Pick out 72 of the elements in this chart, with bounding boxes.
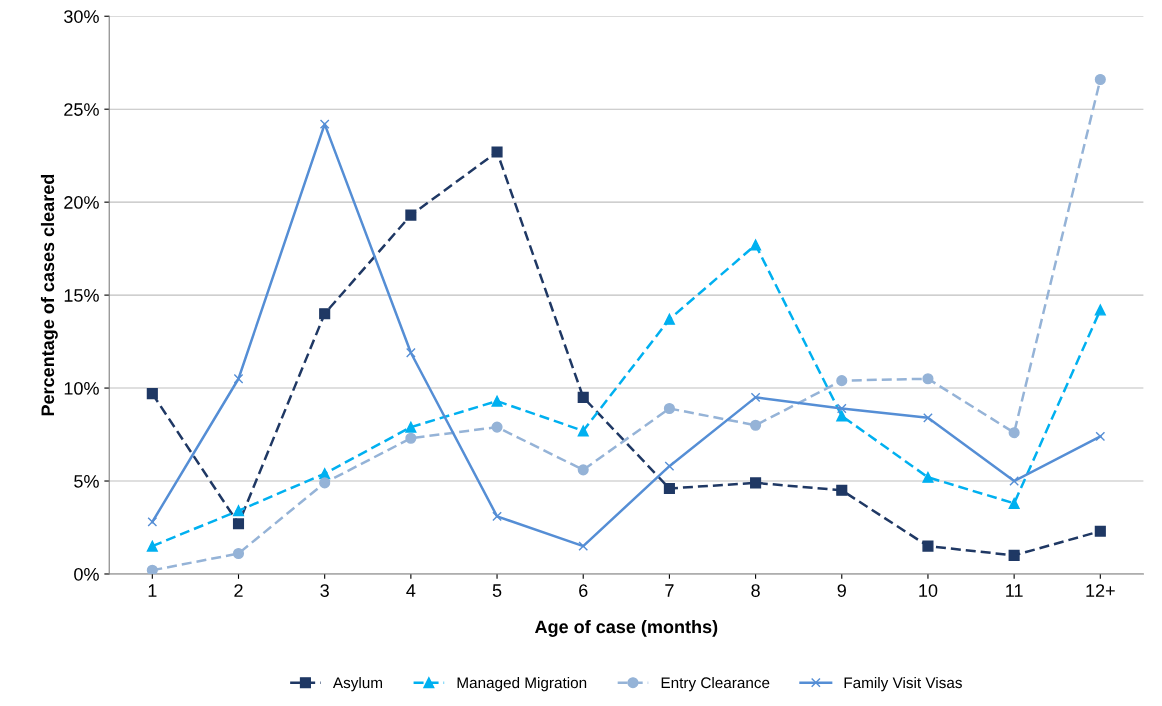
point bbox=[1008, 497, 1020, 509]
point bbox=[577, 464, 589, 476]
y-tick-label: 30% bbox=[64, 10, 99, 23]
point bbox=[146, 564, 158, 574]
point bbox=[922, 471, 934, 483]
point bbox=[1094, 525, 1106, 537]
x-tick-label: 10 bbox=[919, 584, 938, 597]
point bbox=[836, 403, 847, 414]
point bbox=[663, 313, 675, 325]
point bbox=[491, 421, 503, 433]
point bbox=[232, 547, 245, 560]
point bbox=[406, 347, 416, 358]
legend-label: Asylum bbox=[332, 676, 383, 692]
point bbox=[663, 482, 675, 495]
x-tick-label: 11 bbox=[1006, 584, 1023, 597]
point bbox=[577, 425, 589, 437]
point bbox=[1008, 427, 1020, 439]
y-axis-title: Percentage of cases cleared bbox=[40, 174, 58, 416]
y-tick-label: 10% bbox=[64, 382, 99, 395]
y-tick-label: 25% bbox=[64, 103, 99, 116]
point bbox=[491, 146, 503, 158]
point bbox=[1008, 549, 1020, 561]
y-tick-label: 15% bbox=[64, 289, 99, 302]
point bbox=[664, 461, 675, 472]
y-tick-label: 5% bbox=[74, 475, 99, 488]
x-tick-label: 9 bbox=[837, 584, 846, 597]
legend-label: Family Visit Visas bbox=[844, 676, 962, 692]
y-tick-label: 20% bbox=[64, 196, 99, 209]
point bbox=[146, 388, 158, 400]
point bbox=[750, 392, 761, 403]
point bbox=[319, 477, 331, 489]
point bbox=[923, 412, 933, 423]
point bbox=[146, 540, 158, 552]
point bbox=[922, 373, 934, 385]
point bbox=[750, 239, 762, 251]
point bbox=[1094, 304, 1106, 316]
x-tick-label: 7 bbox=[665, 584, 674, 597]
point bbox=[750, 419, 762, 431]
point bbox=[491, 395, 503, 407]
point bbox=[836, 375, 848, 387]
point bbox=[577, 391, 589, 403]
x-tick-label: 2 bbox=[234, 584, 243, 597]
x-tick-label: 8 bbox=[751, 584, 760, 597]
point bbox=[1095, 431, 1106, 442]
point bbox=[405, 421, 417, 433]
x-tick-label: 4 bbox=[406, 584, 416, 597]
x-tick-label: 3 bbox=[320, 584, 329, 597]
point bbox=[492, 511, 502, 522]
point bbox=[232, 518, 245, 530]
point bbox=[836, 410, 848, 422]
x-axis-title: Age of case (months) bbox=[534, 619, 718, 637]
point bbox=[147, 517, 158, 527]
point bbox=[319, 308, 331, 320]
point bbox=[232, 505, 245, 517]
x-tick-label: 1 bbox=[148, 584, 157, 597]
x-tick-label: 5 bbox=[492, 584, 502, 597]
point bbox=[663, 402, 675, 415]
point bbox=[922, 540, 934, 552]
point bbox=[233, 373, 244, 384]
y-tick-label: 0% bbox=[74, 567, 99, 581]
point bbox=[750, 477, 762, 489]
point bbox=[1009, 476, 1019, 486]
x-tick-label: 12+ bbox=[1086, 584, 1115, 597]
point bbox=[319, 119, 330, 129]
point bbox=[405, 209, 417, 221]
legend-label: Entry Clearance bbox=[661, 676, 770, 692]
x-tick-label: 6 bbox=[579, 584, 588, 597]
point bbox=[578, 541, 589, 551]
point bbox=[1094, 73, 1106, 86]
legend-label: Managed Migration bbox=[457, 676, 587, 692]
point bbox=[405, 432, 417, 444]
point bbox=[836, 484, 848, 496]
